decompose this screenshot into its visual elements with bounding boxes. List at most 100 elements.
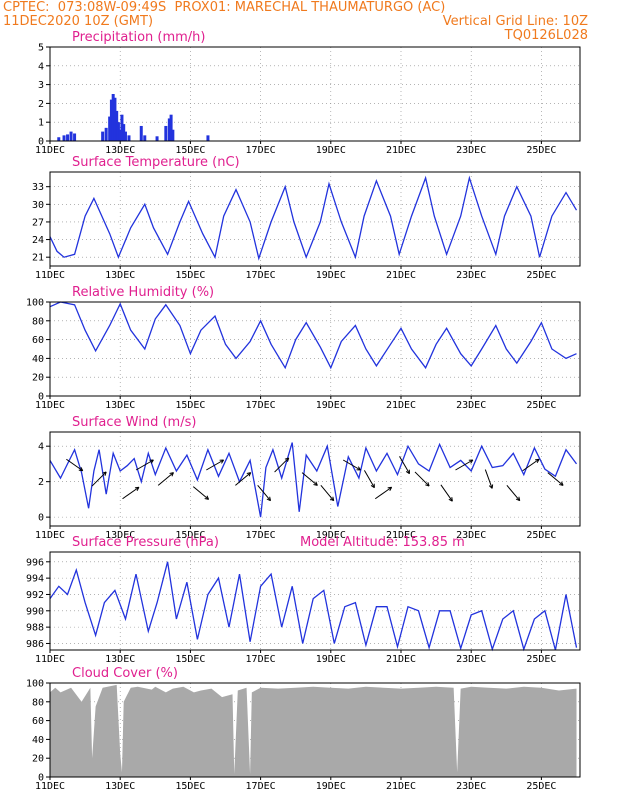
wind-arrowhead — [102, 471, 107, 476]
precip-bar — [155, 136, 159, 141]
wind-direction-arrow — [506, 485, 521, 501]
temp-ytick-label: 30 — [32, 200, 44, 211]
precip-bar — [171, 129, 175, 141]
cloud-xtick-label: 21DEC — [386, 781, 416, 792]
precip-xtick-label: 15DEC — [175, 145, 205, 156]
temp-xtick-label: 19DEC — [316, 270, 346, 281]
wind-direction-arrow — [301, 472, 318, 486]
cloud-xtick-label: 17DEC — [246, 781, 276, 792]
wind-ytick-label: 2 — [38, 477, 44, 488]
wind-arrowhead — [78, 466, 84, 472]
cloud-ytick-label: 100 — [26, 679, 44, 690]
wind-series-line — [49, 442, 578, 518]
rh-ytick-label: 0 — [38, 392, 44, 403]
wind-direction-arrow — [399, 456, 410, 474]
cloud-ytick-label: 60 — [32, 716, 44, 727]
precip-bar — [111, 94, 115, 141]
precip-xtick-label: 13DEC — [105, 145, 135, 156]
precip-xtick-label: 17DEC — [246, 145, 276, 156]
precip-bar — [116, 122, 120, 141]
precip-ytick-label: 3 — [38, 80, 44, 91]
temp-ytick-label: 21 — [32, 253, 44, 264]
wind-arrowhead — [204, 495, 210, 500]
cloud-xtick-label: 15DEC — [175, 781, 205, 792]
pres-ytick-label: 990 — [26, 606, 44, 617]
precip-bar — [104, 127, 108, 141]
precip-bar — [113, 97, 117, 141]
precip-xtick-label: 11DEC — [35, 145, 65, 156]
wind-arrowhead — [370, 483, 375, 489]
temp-xtick-label: 11DEC — [35, 270, 65, 281]
wind-direction-arrow — [192, 486, 209, 500]
temp-xtick-label: 17DEC — [246, 270, 276, 281]
precip-bar — [123, 131, 127, 141]
wind-direction-arrow — [320, 485, 335, 501]
precip-frame — [49, 46, 581, 142]
precip-bar — [206, 135, 210, 141]
wind-arrowhead — [266, 496, 272, 502]
wind-direction-arrow — [274, 457, 290, 473]
temp-frame — [49, 171, 581, 267]
temp-xtick-label: 25DEC — [526, 270, 556, 281]
temp-xtick-label: 15DEC — [175, 270, 205, 281]
precip-bar — [120, 114, 124, 141]
wind-arrowhead — [149, 459, 154, 464]
wind-direction-arrow — [455, 459, 474, 471]
precip-ytick-label: 1 — [38, 118, 44, 129]
wind-xtick-label: 23DEC — [456, 530, 486, 541]
precip-bar — [109, 99, 113, 141]
wind-direction-arrow — [522, 458, 540, 472]
pres-xtick-label: 15DEC — [175, 654, 205, 665]
rh-series-line — [49, 301, 577, 370]
precip-xtick-label: 23DEC — [456, 145, 486, 156]
cloud-xtick-label: 11DEC — [35, 781, 65, 792]
precip-xtick-label: 25DEC — [526, 145, 556, 156]
precip-bar — [139, 125, 143, 141]
pres-title: Surface Pressure (hPa) — [72, 535, 219, 550]
cloud-ytick-label: 80 — [32, 697, 44, 708]
precip-ytick-label: 5 — [38, 43, 44, 54]
cloud-frame — [49, 682, 581, 778]
cloud-xtick-label: 19DEC — [316, 781, 346, 792]
pres-xtick-label: 19DEC — [316, 654, 346, 665]
header-line2-right: Vertical Grid Line: 10Z — [442, 14, 588, 29]
wind-ytick-label: 4 — [38, 442, 44, 453]
rh-xtick-label: 23DEC — [456, 400, 486, 411]
wind-arrowhead — [448, 497, 453, 502]
pres-frame — [49, 551, 581, 651]
precip-bar — [66, 134, 70, 141]
wind-arrowhead — [313, 481, 318, 486]
temp-series-line — [49, 175, 578, 261]
wind-arrowhead — [405, 469, 411, 475]
wind-xtick-label: 15DEC — [175, 530, 205, 541]
wind-direction-arrow — [440, 484, 453, 502]
pres-xtick-label: 21DEC — [386, 654, 416, 665]
cloud-cover-area — [50, 684, 577, 777]
cloud-xtick-label: 13DEC — [105, 781, 135, 792]
rh-ytick-label: 100 — [26, 298, 44, 309]
wind-xtick-label: 21DEC — [386, 530, 416, 541]
header-line2-left: 11DEC2020 10Z (GMT) — [3, 14, 154, 29]
pres-ytick-label: 996 — [26, 557, 44, 568]
precip-bar — [108, 116, 112, 141]
precip-bar — [164, 125, 168, 141]
wind-direction-arrow — [206, 459, 224, 471]
wind-xtick-label: 17DEC — [246, 530, 276, 541]
wind-arrowhead — [356, 466, 361, 471]
wind-direction-arrow — [342, 459, 361, 471]
cloud-ytick-label: 40 — [32, 735, 44, 746]
temp-xtick-label: 21DEC — [386, 270, 416, 281]
pres-xtick-label: 23DEC — [456, 654, 486, 665]
wind-arrowhead — [425, 482, 430, 487]
rh-xtick-label: 25DEC — [526, 400, 556, 411]
precip-ytick-label: 4 — [38, 61, 44, 72]
precip-panel: 0 1 2 3 4 5 11DEC 13DEC 15DEC 17DEC 19DEC 21DEC 23DE… — [35, 30, 581, 156]
precip-bar — [115, 110, 119, 141]
precip-ytick-label: 0 — [38, 137, 44, 148]
temp-xtick-label: 23DEC — [456, 270, 486, 281]
wind-panel: 0 2 4 11DEC 13DEC 15DEC 17DEC 19DEC 21DEC 23DEC 25… — [35, 415, 581, 541]
wind-xtick-label: 11DEC — [35, 530, 65, 541]
wind-arrowhead — [246, 472, 252, 477]
wind-direction-arrow — [414, 471, 430, 487]
